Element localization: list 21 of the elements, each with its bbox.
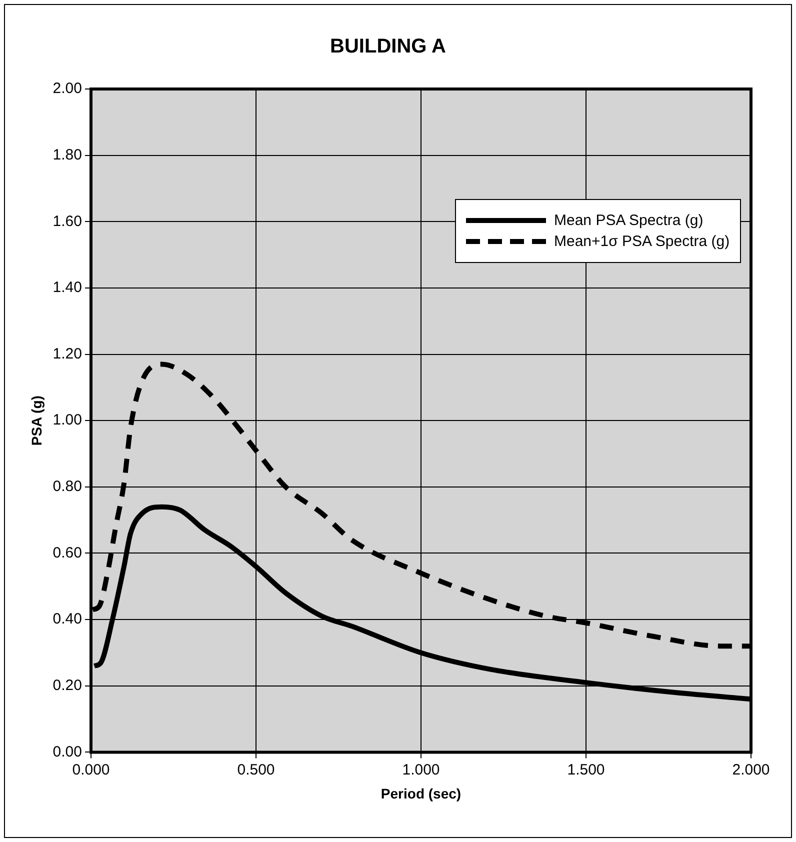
x-tick-label: 1.500 — [567, 761, 605, 778]
y-tick-label: 0.60 — [52, 544, 82, 562]
y-tick-label: 0.20 — [52, 677, 82, 694]
x-axis-title: Period (sec) — [380, 785, 462, 802]
x-tick-label: 0.000 — [72, 761, 110, 778]
y-tick-label: 0.00 — [52, 743, 82, 760]
y-tick-label: 1.20 — [52, 345, 82, 362]
x-tick-label: 2.000 — [732, 761, 770, 778]
y-tick-label: 0.80 — [52, 478, 82, 496]
y-tick-label: 2.00 — [52, 80, 82, 98]
x-tick-label: 0.500 — [237, 761, 275, 778]
y-tick-label: 1.40 — [52, 279, 82, 296]
y-tick-label: 1.80 — [52, 146, 82, 164]
y-tick-label: 0.40 — [52, 610, 82, 628]
y-axis-title: PSA (g) — [28, 396, 44, 446]
chart-title: BUILDING A — [330, 36, 446, 58]
legend-label: Mean+1σ PSA Spectra (g) — [554, 233, 730, 250]
y-tick-label: 1.00 — [52, 412, 82, 429]
legend-label: Mean PSA Spectra (g) — [554, 212, 704, 229]
x-tick-label: 1.000 — [402, 761, 440, 778]
y-tick-label: 1.60 — [52, 212, 82, 230]
